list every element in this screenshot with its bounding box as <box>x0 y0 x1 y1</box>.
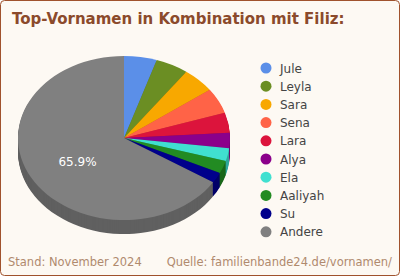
legend: Jule Leyla Sara Sena Lara Alya Ela Aaliyah Su And… <box>261 62 325 240</box>
title: Top-Vornamen in Kombination mit Filiz: <box>12 10 345 28</box>
legend-marker <box>261 117 272 128</box>
legend-label: Sara <box>280 98 307 112</box>
legend-label: Su <box>280 207 295 221</box>
legend-label: Sena <box>280 116 310 130</box>
legend-label: Jule <box>279 62 302 76</box>
data-label: 65.9% <box>58 155 96 169</box>
legend-marker <box>261 208 272 219</box>
legend-label: Ela <box>280 171 298 185</box>
pie <box>18 56 230 220</box>
legend-marker <box>261 135 272 146</box>
legend-marker <box>261 99 272 110</box>
legend-label: Leyla <box>280 80 312 94</box>
pie-depth-layer <box>18 57 230 221</box>
legend-label: Andere <box>280 225 323 239</box>
chart: Top-Vornamen in Kombination mit Filiz: 65… <box>0 0 400 276</box>
legend-marker <box>261 190 272 201</box>
footnote: Quelle: familienbande24.de/vornamen/ <box>167 255 392 269</box>
slice <box>18 56 213 220</box>
legend-label: Aaliyah <box>280 189 324 203</box>
legend-marker <box>261 172 272 183</box>
legend-label: Lara <box>280 134 306 148</box>
pie-side <box>18 57 230 234</box>
legend-marker <box>261 81 272 92</box>
legend-marker <box>261 226 272 237</box>
legend-label: Alya <box>280 153 306 167</box>
legend-marker <box>261 63 272 74</box>
footnote: Stand: November 2024 <box>8 255 142 269</box>
legend-marker <box>261 154 272 165</box>
frame <box>1 1 400 276</box>
